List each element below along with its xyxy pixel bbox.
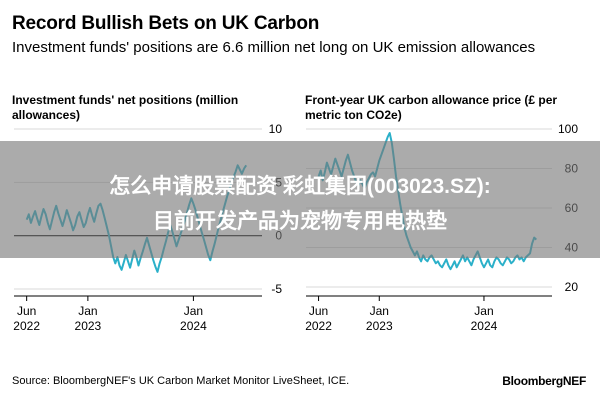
left-x-tick-label: Jan (184, 304, 203, 318)
left-panel-title: Investment funds' net positions (million… (12, 93, 239, 122)
left-x-tick-label: 2024 (180, 319, 207, 333)
right-y-tick-label: 20 (565, 280, 579, 294)
right-x-tick-label: 2024 (471, 319, 498, 333)
left-x-tick-label: Jan (78, 304, 97, 318)
right-x-tick-label: 2022 (305, 319, 332, 333)
left-y-tick-label: 10 (269, 122, 283, 136)
right-x-tick-label: Jan (474, 304, 493, 318)
left-x-tick-label: Jun (17, 304, 36, 318)
brand-logo: BloombergNEF (502, 374, 586, 388)
right-x-tick-label: Jan (370, 304, 389, 318)
right-panel-title: Front-year UK carbon allowance price (£ … (305, 93, 558, 122)
chart-title: Record Bullish Bets on UK Carbon (12, 13, 320, 34)
right-y-tick-label: 100 (558, 122, 578, 136)
left-x-tick-label: 2023 (75, 319, 102, 333)
overlay-text-line-2: 目前开发产品为宠物专用电热垫 (153, 210, 447, 233)
overlay-banner (0, 141, 600, 258)
left-x-tick-label: 2022 (13, 319, 40, 333)
right-x-tick-label: 2023 (366, 319, 393, 333)
overlay-text-line-1: 怎么申请股票配资 彩虹集团(003023.SZ): (109, 175, 491, 198)
left-y-tick-label: -5 (271, 282, 282, 296)
right-x-tick-label: Jun (309, 304, 328, 318)
source-note: Source: BloombergNEF's UK Carbon Market … (12, 375, 350, 387)
chart-subtitle: Investment funds' positions are 6.6 mill… (12, 39, 536, 56)
